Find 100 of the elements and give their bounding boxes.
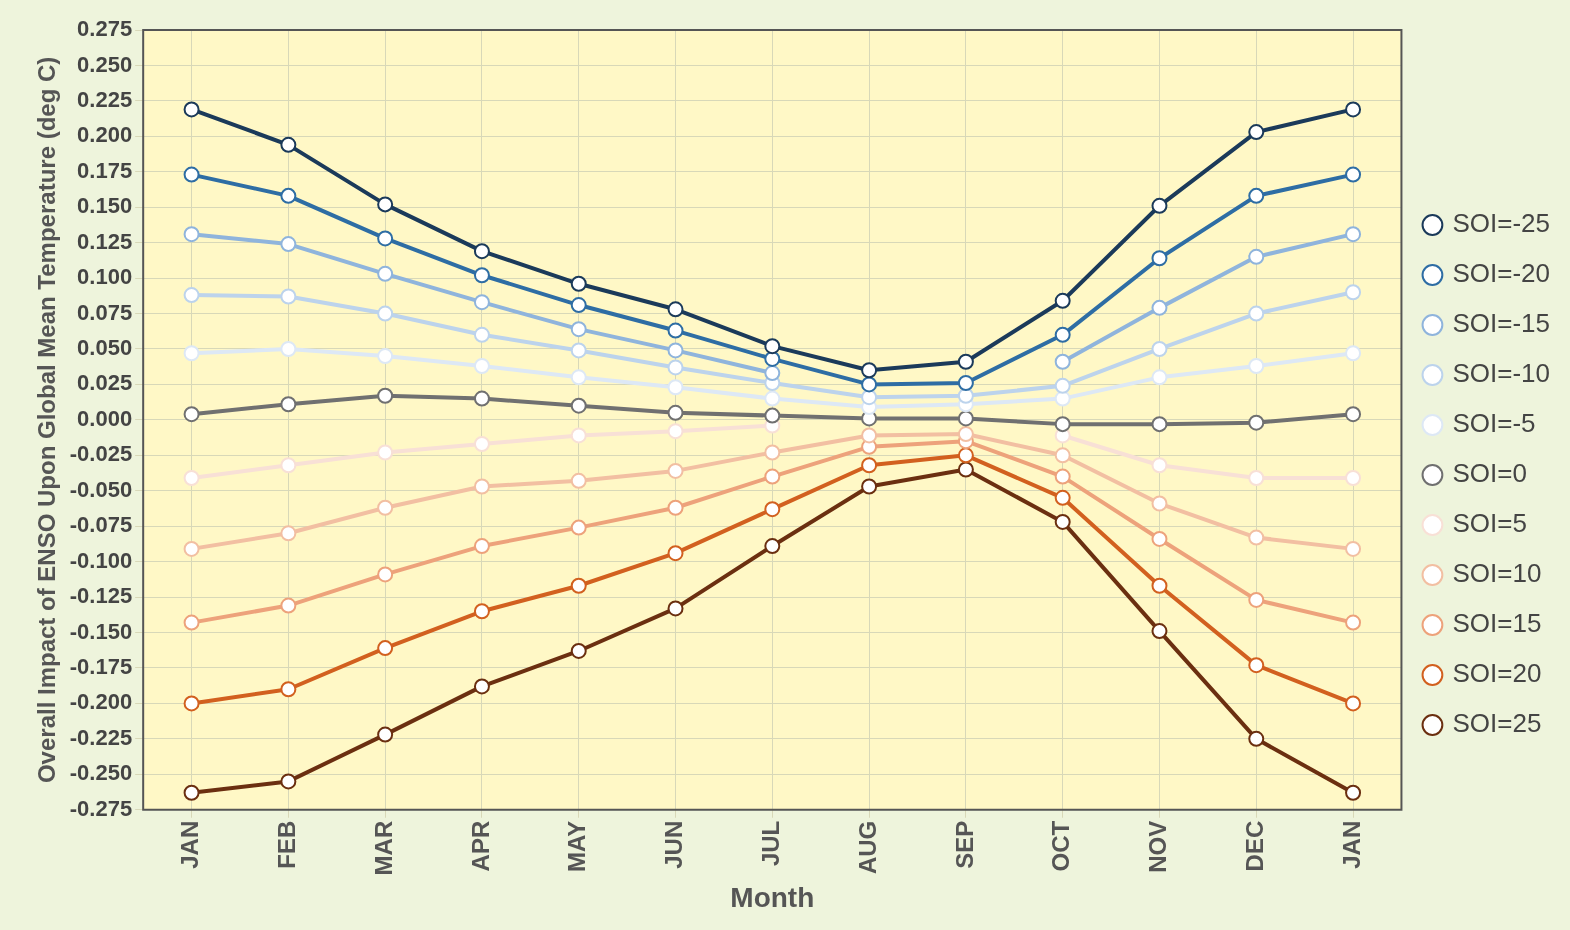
point (957, 461, 974, 478)
point (1248, 187, 1265, 204)
point (1248, 470, 1265, 486)
point (280, 773, 297, 790)
point (667, 462, 684, 479)
point (957, 410, 974, 427)
point (473, 603, 490, 620)
y-tick-label: 0.075 (77, 299, 133, 325)
point (280, 597, 297, 614)
point (377, 196, 394, 213)
y-tick-label: -0.075 (69, 512, 133, 538)
point (1151, 495, 1168, 512)
point (280, 396, 297, 413)
point (1248, 358, 1265, 374)
point (570, 577, 587, 594)
x-tick-label: SEP (950, 820, 978, 869)
point (667, 342, 684, 359)
legend-label: SOI=20 (1452, 658, 1542, 689)
x-tick-label: MAY (563, 820, 591, 872)
legend-label: SOI=-15 (1452, 308, 1551, 339)
point (377, 348, 394, 365)
point (667, 404, 684, 421)
point (183, 287, 200, 304)
point (1054, 468, 1071, 485)
point (667, 359, 684, 376)
y-tick-label: -0.050 (69, 476, 133, 502)
point (473, 538, 490, 555)
point (1054, 292, 1071, 309)
point (1345, 540, 1362, 557)
point (1054, 416, 1071, 433)
point (570, 369, 587, 386)
point (957, 353, 974, 370)
point (377, 387, 394, 404)
y-tick-label: -0.175 (69, 654, 133, 680)
x-tick-label: MAR (369, 820, 397, 876)
point (1151, 299, 1168, 316)
y-tick-label: 0.275 (77, 16, 133, 42)
point (1151, 623, 1168, 640)
y-tick-label: -0.150 (69, 618, 133, 644)
legend-label: SOI=5 (1452, 508, 1527, 539)
point (764, 407, 781, 424)
point (957, 426, 974, 443)
point (667, 379, 684, 396)
point (473, 435, 490, 452)
point (1345, 284, 1362, 301)
point (473, 478, 490, 495)
point (764, 538, 781, 555)
point (377, 640, 394, 657)
point (764, 365, 781, 382)
point (280, 136, 297, 153)
point (1345, 470, 1362, 486)
legend-label: SOI=-5 (1452, 408, 1536, 439)
point (280, 236, 297, 253)
point (1054, 447, 1071, 464)
point (570, 321, 587, 338)
point (183, 470, 200, 486)
point (1345, 101, 1362, 118)
x-tick-label: JAN (176, 820, 204, 869)
point (1345, 695, 1362, 712)
legend-label: SOI=-25 (1452, 208, 1551, 239)
legend-label: SOI=25 (1452, 708, 1542, 739)
point (861, 478, 878, 495)
point (377, 230, 394, 247)
point (1345, 345, 1362, 362)
legend-label: SOI=0 (1452, 458, 1527, 489)
x-tick-label: NOV (1144, 820, 1172, 873)
point (1054, 513, 1071, 530)
point (861, 427, 878, 444)
point (570, 397, 587, 414)
point (570, 642, 587, 659)
point (473, 243, 490, 260)
legend-label: SOI=-10 (1452, 358, 1551, 389)
x-tick-label: JUL (756, 820, 784, 867)
point (957, 447, 974, 464)
y-tick-label: -0.125 (69, 583, 133, 609)
point (280, 457, 297, 474)
x-axis-title: Month (730, 881, 815, 913)
point (1151, 577, 1168, 594)
point (1151, 369, 1168, 386)
point (473, 390, 490, 407)
point (1054, 326, 1071, 343)
x-tick-label: DEC (1240, 820, 1268, 872)
x-tick-label: JAN (1337, 820, 1365, 869)
point (377, 265, 394, 282)
y-tick-label: 0.100 (77, 264, 133, 290)
point (1151, 416, 1168, 433)
point (1054, 489, 1071, 506)
point (1248, 124, 1265, 141)
point (570, 472, 587, 489)
point (764, 390, 781, 407)
point (861, 362, 878, 379)
legend-label: SOI=-20 (1452, 258, 1551, 289)
point (764, 501, 781, 518)
point (377, 305, 394, 322)
point (764, 338, 781, 355)
legend-label: SOI=15 (1452, 608, 1542, 639)
x-tick-label: AUG (853, 820, 881, 875)
point (570, 275, 587, 292)
point (280, 340, 297, 357)
point (473, 358, 490, 374)
